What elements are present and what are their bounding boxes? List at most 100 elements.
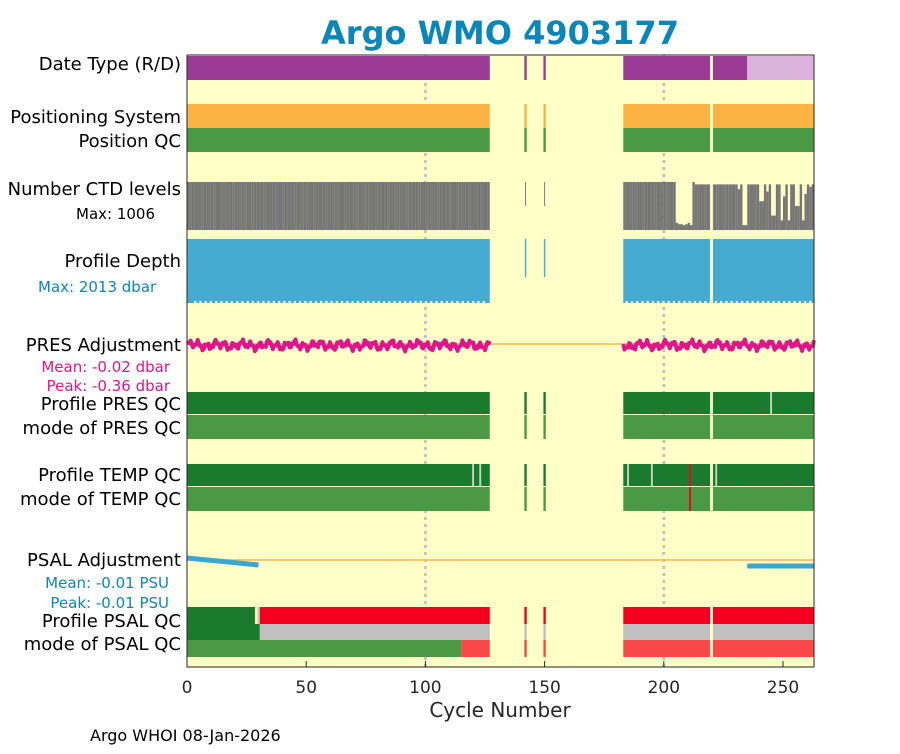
mode-psal-qc-bar (461, 640, 490, 657)
profile-depth-notch (741, 301, 744, 303)
profile-depth-notch (215, 301, 218, 303)
profile-depth-notch (725, 301, 728, 303)
positioning-bar (524, 104, 527, 128)
ctd-levels-bar (241, 182, 245, 230)
ctd-levels-bar (761, 201, 764, 230)
ctd-levels-bar (358, 182, 362, 230)
gap-mark (710, 128, 713, 152)
ctd-levels-bar (277, 182, 280, 230)
ctd-levels-bar (222, 182, 226, 230)
ctd-levels-bar (394, 182, 397, 230)
ctd-levels-bar (804, 194, 807, 230)
temp-qc-light-mark (479, 464, 482, 486)
ctd-levels-bar (310, 182, 314, 230)
ctd-levels-bar (272, 182, 276, 230)
profile-depth-notch (272, 301, 275, 303)
ctd-levels-bar (346, 182, 350, 230)
gap-mark (710, 239, 713, 303)
depth-max-label: Max: 2013 dbar (38, 278, 157, 296)
profile-depth-notch (356, 301, 359, 303)
profile-depth-notch (367, 301, 370, 303)
ctd-levels-bar (325, 182, 328, 230)
ctd-levels-bar (308, 182, 311, 230)
profile-depth-notch (335, 301, 338, 303)
ctd-levels-bar (382, 182, 385, 230)
psal-qc-probable-bar (543, 624, 546, 640)
ctd-levels-bar (229, 182, 233, 230)
mode-pres-qc-bar (524, 415, 527, 439)
gap-mark (710, 392, 713, 414)
ctd-levels-bar (775, 184, 779, 230)
profile-temp-qc-bar (543, 464, 546, 486)
ctd-levels-bar (353, 182, 357, 230)
position-qc-bar (623, 128, 814, 152)
gap-mark (710, 56, 713, 80)
ctd-levels-bar (413, 182, 416, 230)
ctd-levels-bar (692, 182, 695, 230)
ctd-levels-bar (480, 182, 483, 230)
profile-depth-notch (225, 301, 228, 303)
ctd-levels-bar (291, 182, 295, 230)
plot-background (187, 55, 814, 667)
ctd-levels-bar (442, 182, 445, 230)
ctd-levels-bar (809, 186, 812, 230)
ctd-levels-bar (217, 182, 221, 230)
ctd-levels-bar (234, 182, 238, 230)
profile-depth-notch (735, 301, 738, 303)
ctd-levels-bar (196, 182, 199, 230)
position-qc-bar (524, 128, 527, 152)
profile-depth-notch (304, 301, 307, 303)
ctd-levels-bar (191, 182, 195, 230)
data-type-bar (543, 56, 546, 80)
mode-temp-qc-bar (623, 487, 814, 511)
profile-depth-notch (630, 301, 634, 303)
profile-depth-notch (641, 301, 644, 303)
profile-depth-notch (714, 301, 717, 303)
ctd-levels-bar (282, 182, 285, 230)
ctd-levels-bar (701, 184, 705, 230)
ctd-levels-bar (473, 182, 476, 230)
ctd-levels-bar (694, 184, 698, 230)
profile-depth-notch (251, 301, 254, 303)
profile-depth-notch (798, 301, 801, 303)
ctd-levels-bar (320, 182, 323, 230)
ctd-levels-bar (716, 184, 719, 230)
ctd-levels-bar (785, 184, 788, 230)
ctd-levels-bar (763, 184, 767, 230)
profile-depth-notch (246, 301, 249, 303)
gap-mark (710, 464, 713, 486)
row-label: Profile PRES QC (41, 394, 181, 415)
ctd-levels-bar (258, 182, 261, 230)
positioning-bar (543, 104, 546, 128)
ctd-levels-bar (670, 182, 674, 230)
data-type-bar (187, 56, 490, 80)
profile-depth-notch (283, 301, 286, 303)
profile-depth-notch (382, 301, 386, 303)
ctd-levels-bar (201, 182, 204, 230)
ctd-levels-bar (434, 182, 438, 230)
ctd-levels-bar (399, 182, 402, 230)
ctd-levels-bar (654, 182, 657, 230)
ctd-levels-bar (341, 182, 345, 230)
ctd-levels-bar (468, 182, 471, 230)
profile-depth-notch (320, 301, 323, 303)
profile-depth-notch (346, 301, 349, 303)
ctd-levels-bar (461, 182, 464, 230)
ctd-levels-bar (187, 182, 190, 230)
profile-depth-notch (451, 301, 454, 303)
ctd-levels-bar (301, 182, 304, 230)
ctd-levels-bar (446, 182, 450, 230)
ctd-levels-bar (783, 196, 786, 230)
data-bars (185, 56, 816, 657)
profile-psal-qc-bar (187, 607, 255, 624)
profile-depth-bar (524, 239, 527, 277)
ctd-levels-bar (418, 182, 421, 230)
ctd-levels-bar (327, 182, 331, 230)
ctd-levels-bar (279, 182, 283, 230)
mode-temp-qc-bar (524, 487, 527, 511)
ctd-levels-bar (651, 182, 655, 230)
ctd-levels-bar (275, 182, 278, 230)
ctd-levels-bar (401, 182, 404, 230)
ctd-levels-bar (423, 182, 426, 230)
row-label: Positioning System (10, 107, 181, 128)
